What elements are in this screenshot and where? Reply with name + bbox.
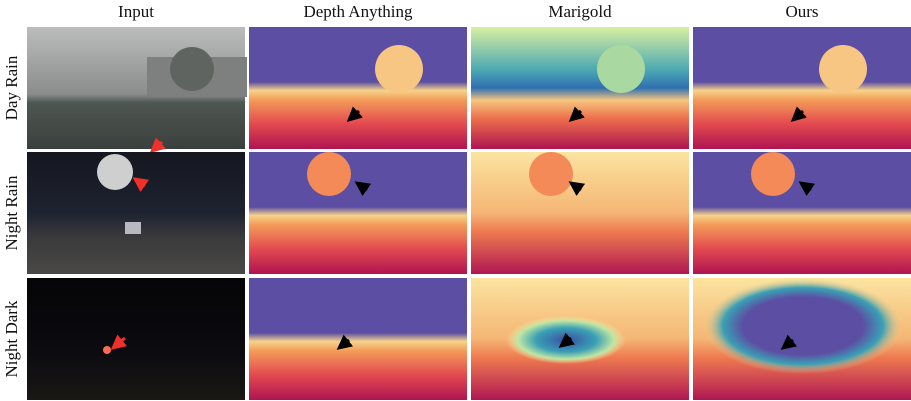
image-cell [693, 278, 911, 400]
image-cell [693, 27, 911, 149]
column-header: Input [118, 2, 154, 21]
image [249, 278, 467, 400]
image [249, 152, 467, 274]
column-header: Marigold [548, 2, 612, 21]
image-cell [249, 27, 467, 149]
light [103, 346, 111, 354]
image-cell [471, 278, 689, 400]
image-cell [27, 27, 247, 151]
image-cell [471, 27, 689, 149]
image [693, 27, 911, 149]
image [693, 152, 911, 274]
column-header: Ours [785, 2, 818, 21]
sign-depth [751, 152, 795, 196]
sign-depth [529, 152, 573, 196]
image-cell [471, 152, 689, 274]
image-cell [27, 278, 245, 400]
far-region [506, 316, 626, 364]
tree-depth [375, 45, 423, 93]
car [125, 222, 141, 234]
image-cell [249, 278, 467, 400]
figure: Input Depth Anything Marigold Ours Day Rain N… [0, 0, 911, 401]
image [249, 27, 467, 149]
far-region [703, 278, 903, 374]
sign [97, 154, 133, 190]
image-grid [27, 27, 911, 400]
image [471, 152, 689, 274]
tree-depth [819, 45, 867, 93]
row-label: Night Rain [2, 175, 21, 251]
sign-depth [307, 152, 351, 196]
row-label: Night Dark [2, 300, 21, 377]
image-cell [27, 152, 245, 274]
image [27, 278, 245, 400]
image-cell [249, 152, 467, 274]
tree-depth [597, 45, 645, 93]
row-label: Day Rain [2, 55, 21, 120]
column-header: Depth Anything [303, 2, 413, 21]
image [27, 152, 245, 274]
image [471, 27, 689, 149]
image-cell [693, 152, 911, 274]
tree [170, 47, 214, 91]
